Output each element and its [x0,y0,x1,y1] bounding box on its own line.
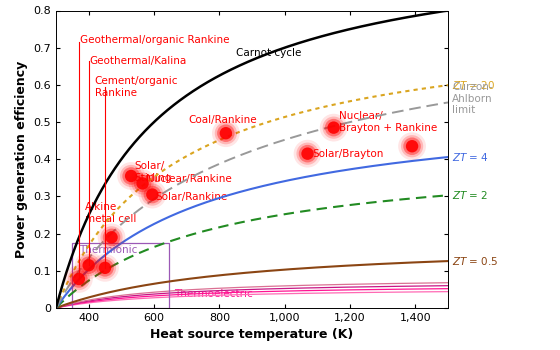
Point [148,192,157,197]
Point [84,262,93,268]
Point [107,234,116,240]
Point [127,173,136,179]
Text: $ZT$ = 2: $ZT$ = 2 [452,189,488,201]
Point [303,151,312,156]
Point [74,276,83,282]
Text: Alkine
metal cell: Alkine metal cell [85,202,137,224]
Y-axis label: Power generation efficiency: Power generation efficiency [15,61,28,258]
Text: Solar/Rankine: Solar/Rankine [156,192,228,202]
Point [84,262,93,268]
Point [107,234,116,240]
Text: Geothermal/organic Rankine: Geothermal/organic Rankine [80,35,230,45]
Point [74,276,83,282]
Text: Cement/organic
Rankine: Cement/organic Rankine [95,76,178,98]
Point [329,125,338,131]
Point [107,234,116,240]
Text: Nuclear/
Brayton + Rankine: Nuclear/ Brayton + Rankine [339,111,437,133]
Point [303,151,312,156]
Text: Solar/Brayton: Solar/Brayton [312,149,384,159]
Point [84,262,93,268]
Text: Solar/
Stirling: Solar/ Stirling [134,161,172,183]
Text: Thermionic: Thermionic [79,245,137,256]
Point [101,265,110,271]
Point [74,276,83,282]
Point [408,144,417,149]
Point [221,131,230,136]
Point [101,265,110,271]
Point [329,125,338,131]
Point [303,151,312,156]
Text: $ZT$ = 0.5: $ZT$ = 0.5 [452,255,498,267]
Point [101,265,110,271]
Point [408,144,417,149]
Point [101,265,110,271]
Point [303,151,312,156]
Text: $ZT$ = 4: $ZT$ = 4 [452,151,489,163]
Point [107,234,116,240]
Point [127,173,136,179]
Text: Nuclear/Rankine: Nuclear/Rankine [146,174,232,184]
Point [74,276,83,282]
X-axis label: Heat source temperature (K): Heat source temperature (K) [151,328,353,341]
Text: Thermoelectric: Thermoelectric [174,289,253,299]
Point [138,181,147,186]
Text: Coal/Rankine: Coal/Rankine [188,115,257,125]
Point [408,144,417,149]
Point [127,173,136,179]
Point [221,131,230,136]
Text: $ZT$ = 20: $ZT$ = 20 [452,79,496,91]
Point [221,131,230,136]
Point [138,181,147,186]
Point [329,125,338,131]
Point [329,125,338,131]
Point [127,173,136,179]
Point [148,192,157,197]
Text: Carnot cycle: Carnot cycle [236,48,301,58]
Point [148,192,157,197]
Text: Geothermal/Kalina: Geothermal/Kalina [90,56,187,66]
Point [221,131,230,136]
Point [84,262,93,268]
Point [408,144,417,149]
Point [138,181,147,186]
Point [138,181,147,186]
Bar [72,243,169,308]
Point [148,192,157,197]
Text: Curzon-
Ahlborn
limit: Curzon- Ahlborn limit [452,82,493,115]
